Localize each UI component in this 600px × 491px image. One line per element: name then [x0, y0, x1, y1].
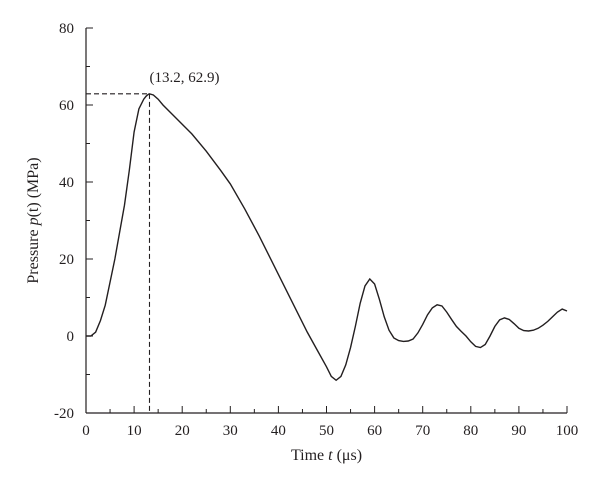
x-axis-title-prefix: Time — [291, 447, 328, 464]
x-axis-title-suffix: (μs) — [333, 447, 362, 464]
reference-lines — [86, 93, 151, 413]
x-tick-label: 70 — [415, 423, 430, 439]
x-tick-label: 100 — [556, 423, 579, 439]
y-tick-label: 0 — [67, 329, 75, 345]
x-axis-title: Time t (μs) — [291, 447, 362, 464]
y-tick-label: -20 — [54, 406, 74, 422]
x-tick-label: 0 — [82, 423, 90, 439]
y-axis-title-prefix: Pressure — [25, 225, 42, 283]
pressure-curve — [86, 93, 568, 382]
x-tick-label: 50 — [319, 423, 334, 439]
y-axis-title: Pressure p(t) (MPa) — [25, 157, 42, 283]
y-axis-title-suffix: (t) (MPa) — [25, 157, 42, 217]
x-axis-title-var: t — [328, 447, 333, 464]
x-tick-label: 60 — [367, 423, 382, 439]
peak-annotation: (13.2, 62.9) — [149, 70, 219, 86]
y-tick-label: 60 — [59, 98, 74, 114]
x-tick-label: 30 — [223, 423, 238, 439]
ticks: 0 10 20 30 40 50 60 70 80 90 100 -20 0 20 40 60 80 — [54, 21, 578, 439]
x-tick-label: 90 — [511, 423, 526, 439]
x-tick-label: 80 — [463, 423, 478, 439]
x-tick-label: 10 — [127, 423, 142, 439]
x-tick-label: 40 — [271, 423, 286, 439]
x-tick-label: 20 — [175, 423, 190, 439]
y-tick-label: 20 — [59, 252, 74, 268]
y-tick-label: 80 — [59, 21, 74, 37]
y-tick-label: 40 — [59, 175, 74, 191]
y-axis-title-var: p — [25, 217, 42, 226]
